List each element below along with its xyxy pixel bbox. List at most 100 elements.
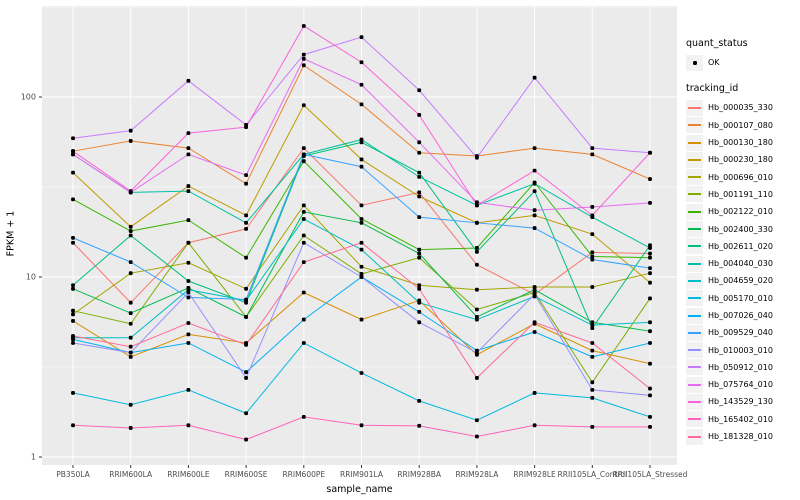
data-point: [128, 402, 133, 407]
data-point: [244, 376, 248, 380]
data-point: [475, 434, 479, 439]
legend-line-icon: [688, 141, 701, 144]
data-point: [590, 380, 595, 385]
y-tick-label: 10: [26, 273, 36, 282]
data-point: [648, 341, 652, 345]
data-point: [532, 226, 537, 230]
data-point: [359, 423, 364, 428]
data-point: [71, 170, 75, 175]
data-point: [186, 290, 191, 295]
data-point: [128, 128, 133, 133]
legend-item-Hb_000230_180: Hb_000230_180: [686, 151, 798, 168]
legend-item-label: Hb_002611_020: [708, 241, 773, 251]
data-point: [301, 217, 306, 221]
data-point: [186, 78, 191, 83]
legend-line-icon: [688, 400, 701, 403]
x-tick-label: RRIM600PE: [282, 470, 325, 479]
legend-group-quant-status: quant_status OK: [686, 38, 798, 71]
data-point: [128, 189, 133, 194]
legend-group-tracking-id: tracking_id Hb_000035_330 Hb_000107_080 Hb…: [686, 83, 798, 445]
legend-item-Hb_075764_010: Hb_075764_010: [686, 376, 798, 393]
data-point: [590, 323, 595, 328]
data-point: [71, 286, 75, 291]
data-point: [244, 227, 248, 231]
data-point: [359, 240, 364, 245]
x-tick-label: PB350LA: [56, 470, 90, 479]
data-point: [648, 329, 652, 334]
data-point: [301, 103, 306, 108]
data-point: [590, 424, 595, 429]
data-point: [359, 317, 364, 322]
data-point: [532, 75, 537, 80]
legend-item-Hb_007026_040: Hb_007026_040: [686, 307, 798, 324]
data-point: [532, 168, 537, 173]
legend-key: [686, 272, 703, 289]
data-point: [71, 423, 75, 428]
legend-line-icon: [688, 349, 701, 352]
legend-item-label: Hb_000696_010: [708, 172, 773, 182]
data-point: [128, 350, 133, 355]
legend-line-icon: [688, 106, 701, 109]
data-point: [301, 146, 306, 151]
data-point: [532, 320, 537, 325]
data-point: [590, 205, 595, 209]
data-point: [648, 255, 652, 260]
data-point: [590, 213, 595, 218]
legend-key: [686, 117, 703, 134]
legend-key: [686, 428, 703, 445]
data-point: [128, 300, 133, 305]
legend-item-Hb_000035_330: Hb_000035_330: [686, 99, 798, 116]
black-point-icon: [692, 60, 697, 65]
data-point: [359, 371, 364, 375]
data-point: [590, 146, 595, 151]
data-point: [648, 386, 652, 391]
legend-key: [686, 290, 703, 307]
data-point: [71, 240, 75, 245]
data-point: [417, 255, 422, 260]
data-point: [186, 341, 191, 345]
legend-key: [686, 221, 703, 238]
data-point: [532, 330, 537, 334]
data-point: [301, 290, 306, 295]
legend-line-icon: [688, 176, 701, 179]
data-point: [417, 170, 422, 175]
y-axis-title: FPKM + 1: [5, 210, 17, 257]
x-tick-label: RRIM928LA: [455, 470, 499, 479]
y-tick-label: 1: [31, 453, 36, 462]
data-point: [590, 395, 595, 400]
legend-item-label: Hb_004040_030: [708, 259, 773, 269]
legend-quant-status-title: quant_status: [686, 38, 748, 49]
legend-line-icon: [688, 158, 701, 161]
legend-item-Hb_002611_020: Hb_002611_020: [686, 238, 798, 255]
data-point: [475, 246, 479, 250]
data-point: [301, 159, 306, 164]
data-point: [475, 203, 479, 208]
data-point: [186, 146, 191, 151]
data-point: [244, 181, 248, 186]
data-point: [532, 213, 537, 218]
legend-item-label: Hb_165402_010: [708, 414, 773, 424]
data-point: [186, 152, 191, 157]
data-point: [648, 246, 652, 250]
data-point: [128, 271, 133, 276]
data-point: [532, 287, 537, 292]
data-point: [128, 426, 133, 430]
data-point: [475, 262, 479, 267]
data-point: [128, 229, 133, 233]
data-point: [301, 233, 306, 238]
x-tick-label: RRIM600LE: [167, 470, 210, 479]
data-point: [590, 232, 595, 237]
data-point: [417, 140, 422, 145]
data-point: [532, 391, 537, 395]
data-point: [590, 354, 595, 359]
legend-line-icon: [688, 366, 701, 369]
data-point: [301, 415, 306, 419]
data-point: [648, 393, 652, 398]
data-point: [301, 56, 306, 61]
legend-key: [686, 151, 703, 168]
legend-quant-status-items: OK: [686, 54, 798, 71]
data-point: [417, 247, 422, 252]
legend-line-icon: [688, 210, 701, 213]
data-point: [417, 286, 422, 291]
data-point: [590, 285, 595, 289]
